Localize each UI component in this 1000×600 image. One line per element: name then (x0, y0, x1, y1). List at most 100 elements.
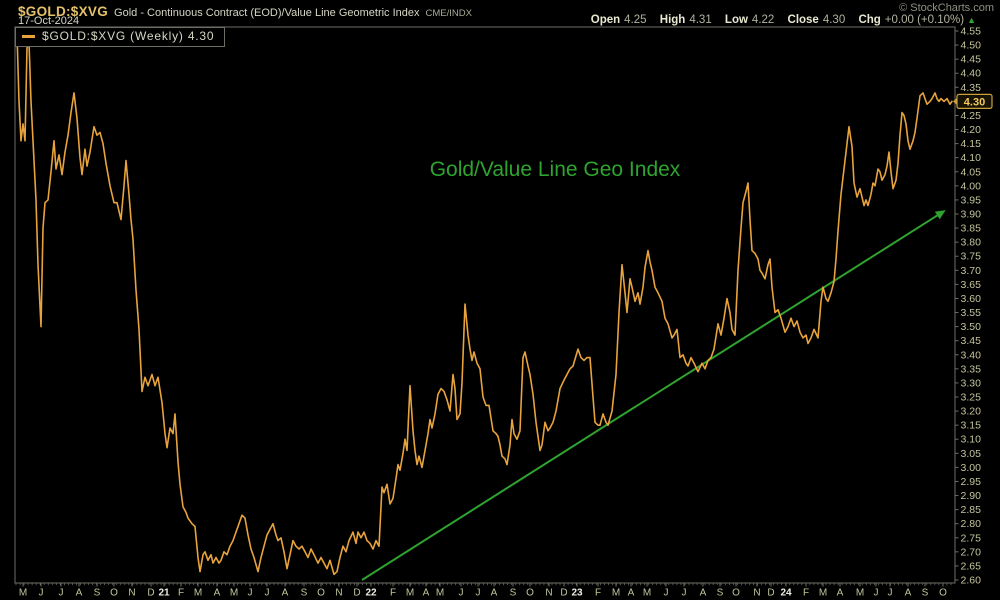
x-month-label: O (939, 588, 947, 599)
x-axis: M J J A S O N D 21 F M A M J J A S O N D 22 F M A M J J A S O N D 23 F M A M… (15, 583, 952, 599)
y-tick-label: 3.65 (961, 279, 982, 291)
y-tick-label: 3.40 (961, 349, 982, 361)
x-month-label: J (59, 588, 64, 599)
x-month-label: M (643, 588, 651, 599)
y-tick-label: 2.95 (961, 476, 982, 488)
x-month-label: F (595, 588, 601, 599)
y-tick-label: 4.50 (961, 40, 982, 52)
change-value: +0.00 (+0.10%) (884, 14, 965, 26)
x-month-label: O (317, 588, 325, 599)
x-month-label: M (194, 588, 202, 599)
x-month-label: A (700, 588, 707, 599)
x-month-label: D (353, 588, 360, 599)
close-label: Close (787, 14, 819, 26)
low-label: Low (724, 14, 748, 26)
x-month-label: A (628, 588, 635, 599)
price-line (15, 32, 953, 576)
x-year-label: 21 (158, 588, 170, 599)
y-tick-label: 3.30 (961, 377, 982, 389)
x-month-label: O (732, 588, 740, 599)
chart-date: 17-Oct-2024 (18, 15, 80, 27)
high-label: High (659, 14, 686, 26)
x-month-label: A (491, 588, 498, 599)
x-year-label: 22 (365, 588, 377, 599)
chart-annotation: Gold/Value Line Geo Index (430, 158, 681, 181)
chart-header: $GOLD:$XVG Gold - Continuous Contract (EO… (18, 3, 472, 21)
x-month-label: F (803, 588, 809, 599)
x-month-label: A (423, 588, 430, 599)
y-tick-label: 3.05 (961, 448, 982, 460)
x-year-label: 24 (780, 588, 792, 599)
x-month-label: D (767, 588, 774, 599)
y-tick-label: 2.75 (961, 532, 982, 544)
y-tick-label: 4.45 (961, 54, 982, 66)
y-tick-label: 3.25 (961, 392, 982, 404)
x-year-label: 23 (571, 588, 583, 599)
y-tick-label: 3.20 (961, 406, 982, 418)
x-month-label: S (717, 588, 724, 599)
y-tick-label: 2.85 (961, 504, 982, 516)
x-month-label: M (819, 588, 827, 599)
y-tick-label: 3.60 (961, 293, 982, 305)
y-tick-label: 2.70 (961, 546, 982, 558)
x-month-label: F (178, 588, 184, 599)
symbol-description: Gold - Continuous Contract (EOD)/Value L… (114, 7, 420, 19)
y-tick-label: 3.55 (961, 307, 982, 319)
x-month-label: S (922, 588, 929, 599)
x-month-label: A (837, 588, 844, 599)
x-month-label: J (248, 588, 253, 599)
last-price-tag: 4.30 (953, 93, 993, 109)
open-label: Open (590, 14, 621, 26)
copyright-notice: © StockCharts.com (899, 2, 994, 14)
change-label: Chg (858, 14, 881, 26)
x-month-label: A (214, 588, 221, 599)
x-month-label: O (110, 588, 118, 599)
y-tick-label: 4.40 (961, 68, 982, 80)
x-month-label: J (874, 588, 879, 599)
x-month-label: D (560, 588, 567, 599)
y-tick-label: 3.70 (961, 265, 982, 277)
last-price-label: 4.30 (964, 96, 985, 108)
x-month-label: M (856, 588, 864, 599)
y-tick-label: 3.00 (961, 462, 982, 474)
y-tick-label: 3.45 (961, 335, 982, 347)
y-tick-label: 4.15 (961, 138, 982, 150)
x-month-label: N (753, 588, 760, 599)
x-month-label: J (459, 588, 464, 599)
series-legend: $GOLD:$XVG (Weekly) 4.30 (15, 27, 226, 47)
x-month-label: J (682, 588, 687, 599)
x-month-label: J (265, 588, 270, 599)
x-month-label: S (510, 588, 517, 599)
y-tick-label: 4.05 (961, 166, 982, 178)
y-tick-label: 3.50 (961, 321, 982, 333)
y-tick-label: 4.35 (961, 82, 982, 94)
y-tick-label: 2.80 (961, 518, 982, 530)
x-month-label: M (612, 588, 620, 599)
close-value: 4.30 (822, 14, 846, 26)
x-month-label: A (905, 588, 912, 599)
x-month-label: M (230, 588, 238, 599)
x-month-label: M (406, 588, 414, 599)
x-month-label: J (39, 588, 44, 599)
x-month-label: A (76, 588, 83, 599)
y-tick-label: 3.90 (961, 209, 982, 221)
support-trendline (361, 210, 946, 581)
y-tick-label: 4.55 (961, 26, 982, 38)
x-month-label: N (335, 588, 342, 599)
x-month-label: A (282, 588, 289, 599)
high-value: 4.31 (689, 14, 712, 26)
ohlc-quote-row: Open 4.25 High 4.31 Low 4.22 Close 4.30 Chg +… (591, 14, 976, 26)
x-month-label: S (94, 588, 101, 599)
plot-frame (14, 26, 956, 584)
change-up-icon: ▲ (967, 15, 976, 25)
x-month-label: D (147, 588, 154, 599)
y-tick-label: 3.10 (961, 434, 982, 446)
y-tick-label: 2.65 (961, 560, 982, 572)
x-month-label: J (476, 588, 481, 599)
symbol-ticker: $GOLD:$XVG (18, 4, 109, 19)
x-month-label: N (128, 588, 135, 599)
y-tick-label: 4.25 (961, 110, 982, 122)
x-month-label: N (545, 588, 552, 599)
x-month-label: S (301, 588, 308, 599)
